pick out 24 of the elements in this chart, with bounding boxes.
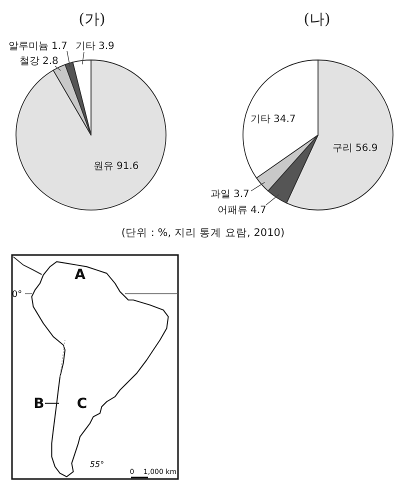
text: 55° [90, 460, 104, 469]
slice-label: 과일 [210, 189, 230, 200]
data-label: 34.7 [274, 114, 296, 125]
data-label: 2.8 [42, 56, 58, 67]
text: A [74, 267, 86, 283]
slice-label: 기타 [250, 114, 270, 125]
text: C [76, 396, 88, 412]
slice-label: 알루미늄 [8, 41, 48, 52]
slice-label: 어패류 [218, 205, 248, 216]
slice-label: 원유 [94, 161, 114, 172]
chart-title: (나) [304, 10, 330, 28]
data-label: 3.9 [98, 41, 114, 52]
data-label: 1.7 [52, 41, 68, 52]
data-label: 91.6 [116, 161, 139, 172]
slice-label: 기타 [76, 41, 96, 52]
text: B [34, 396, 44, 412]
data-label: 4.7 [250, 205, 266, 216]
data-label: 56.9 [356, 143, 378, 154]
slice-label: 철강 [20, 56, 40, 67]
chart-title: (가) [78, 10, 106, 28]
text: 0° [12, 290, 22, 300]
text: (단위 : %, 지리 통계 요람, 2010) [121, 227, 285, 239]
data-label: 3.7 [234, 189, 250, 200]
slice-label: 구리 [332, 143, 352, 154]
